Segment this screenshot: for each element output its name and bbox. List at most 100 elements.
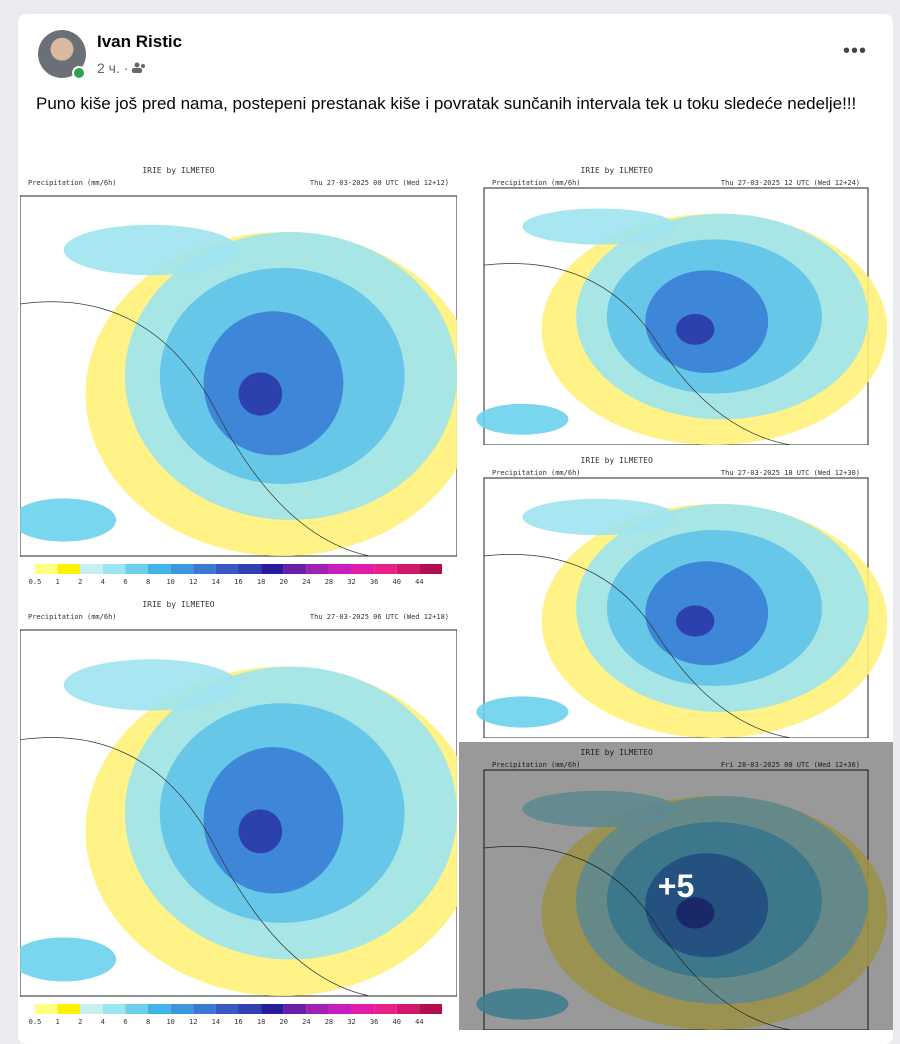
colorbar-swatch — [238, 1004, 262, 1014]
precip-area — [476, 988, 569, 1020]
map-image[interactable]: IRIE by ILMETEO Precipitation (mm/6h) Thu … — [459, 160, 893, 445]
map-image[interactable]: IRIE by ILMETEO Precipitation (mm/6h) Fri … — [459, 742, 893, 1030]
colorbar-label: 28 — [325, 1018, 333, 1026]
colorbar-label: 40 — [393, 1018, 401, 1026]
colorbar-label: 1 — [56, 578, 60, 586]
colorbar-label: 6 — [123, 578, 127, 586]
precip-area — [522, 208, 676, 245]
colorbar-swatch — [170, 564, 194, 574]
colorbar-label: 24 — [302, 1018, 310, 1026]
post-time[interactable]: 2 ч. · — [97, 60, 146, 76]
colorbar-label: 24 — [302, 578, 310, 586]
map-variable: Precipitation (mm/6h) — [492, 179, 581, 187]
colorbar-label: 16 — [234, 1018, 242, 1026]
colorbar-label: 0.5 — [29, 578, 42, 586]
colorbar-label: 10 — [166, 578, 174, 586]
precip-area — [676, 605, 715, 637]
colorbar-swatch — [102, 564, 126, 574]
colorbar-swatch — [351, 1004, 375, 1014]
audience-icon[interactable] — [132, 62, 146, 73]
coastline — [483, 263, 792, 445]
colorbar-swatch — [125, 1004, 149, 1014]
colorbar-label: 44 — [415, 578, 423, 586]
colorbar-swatch — [148, 564, 171, 574]
time[interactable]: 2 ч. — [97, 60, 120, 76]
colorbar-swatch — [374, 1004, 397, 1014]
colorbar-swatch — [261, 564, 284, 574]
precip-area — [63, 224, 239, 276]
precip-area — [238, 809, 283, 854]
colorbar-label: 6 — [123, 1018, 127, 1026]
online-indicator — [72, 66, 86, 80]
colorbar-swatch — [374, 564, 397, 574]
colorbar-label: 18 — [257, 578, 265, 586]
colorbar-swatch — [170, 1004, 194, 1014]
colorbar-swatch — [35, 1004, 58, 1014]
colorbar-label: 12 — [189, 1018, 197, 1026]
precip-area — [63, 659, 239, 711]
precip-area — [676, 897, 715, 929]
colorbar-label: 14 — [212, 578, 220, 586]
colorbar-swatch — [306, 1004, 329, 1014]
colorbar-label: 4 — [101, 578, 105, 586]
map-variable: Precipitation (mm/6h) — [492, 761, 581, 769]
map-valid-time: Thu 27-03-2025 06 UTC (Wed 12+18) — [310, 613, 449, 621]
precip-area — [20, 937, 117, 982]
map-variable: Precipitation (mm/6h) — [492, 469, 581, 477]
precip-area — [676, 313, 715, 345]
colorbar-label: 0.5 — [29, 1018, 42, 1026]
map-image[interactable]: IRIE by ILMETEO Precipitation (mm/6h) Thu … — [20, 594, 457, 1030]
coastline — [483, 554, 792, 738]
colorbar-swatch — [328, 564, 352, 574]
colorbar-swatch — [193, 564, 216, 574]
colorbar-swatch — [283, 1004, 307, 1014]
more-photos[interactable]: +5 — [459, 742, 893, 1030]
colorbar-swatch — [419, 1004, 442, 1014]
colorbar-swatch — [283, 564, 307, 574]
map-variable: Precipitation (mm/6h) — [28, 179, 117, 187]
colorbar-swatch — [215, 1004, 239, 1014]
map-image[interactable]: IRIE by ILMETEO Precipitation (mm/6h) Thu … — [20, 160, 457, 590]
colorbar-swatch — [80, 1004, 103, 1014]
colorbar-swatch — [396, 564, 420, 574]
colorbar-swatch — [102, 1004, 126, 1014]
map-source: IRIE by ILMETEO — [142, 166, 214, 175]
coastline — [483, 846, 792, 1030]
colorbar-label: 20 — [280, 1018, 288, 1026]
map-valid-time: Thu 27-03-2025 18 UTC (Wed 12+30) — [721, 469, 860, 477]
more-options[interactable]: ••• — [843, 40, 868, 62]
colorbar-label: 32 — [347, 578, 355, 586]
coastline — [20, 737, 370, 997]
map-valid-time: Thu 27-03-2025 00 UTC (Wed 12+12) — [310, 179, 449, 187]
map-image[interactable]: IRIE by ILMETEO Precipitation (mm/6h) Thu … — [459, 450, 893, 738]
precip-area — [522, 790, 676, 828]
colorbar-swatch — [148, 1004, 171, 1014]
colorbar-swatch — [193, 1004, 216, 1014]
colorbar-label: 8 — [146, 578, 150, 586]
colorbar-label: 36 — [370, 1018, 378, 1026]
colorbar-label: 28 — [325, 578, 333, 586]
precip-area — [522, 498, 676, 536]
colorbar-label: 10 — [166, 1018, 174, 1026]
colorbar-label: 12 — [189, 578, 197, 586]
author-name[interactable]: Ivan Ristic — [97, 32, 183, 51]
map-source: IRIE by ILMETEO — [581, 748, 653, 757]
post-text: Puno kiše još pred nama, postepeni prest… — [36, 94, 857, 113]
map-source: IRIE by ILMETEO — [142, 600, 214, 609]
colorbar-swatch — [396, 1004, 420, 1014]
colorbar-label: 18 — [257, 1018, 265, 1026]
colorbar-label: 2 — [78, 578, 82, 586]
colorbar-swatch — [351, 564, 375, 574]
colorbar-swatch — [215, 564, 239, 574]
precip-area — [476, 696, 569, 728]
colorbar-swatch — [57, 1004, 81, 1014]
precip-area — [20, 498, 117, 542]
precip-area — [238, 372, 283, 416]
colorbar-label: 40 — [393, 578, 401, 586]
colorbar-label: 8 — [146, 1018, 150, 1026]
colorbar-swatch — [125, 564, 149, 574]
colorbar-swatch — [80, 564, 103, 574]
colorbar-swatch — [57, 564, 81, 574]
colorbar-label: 20 — [280, 578, 288, 586]
